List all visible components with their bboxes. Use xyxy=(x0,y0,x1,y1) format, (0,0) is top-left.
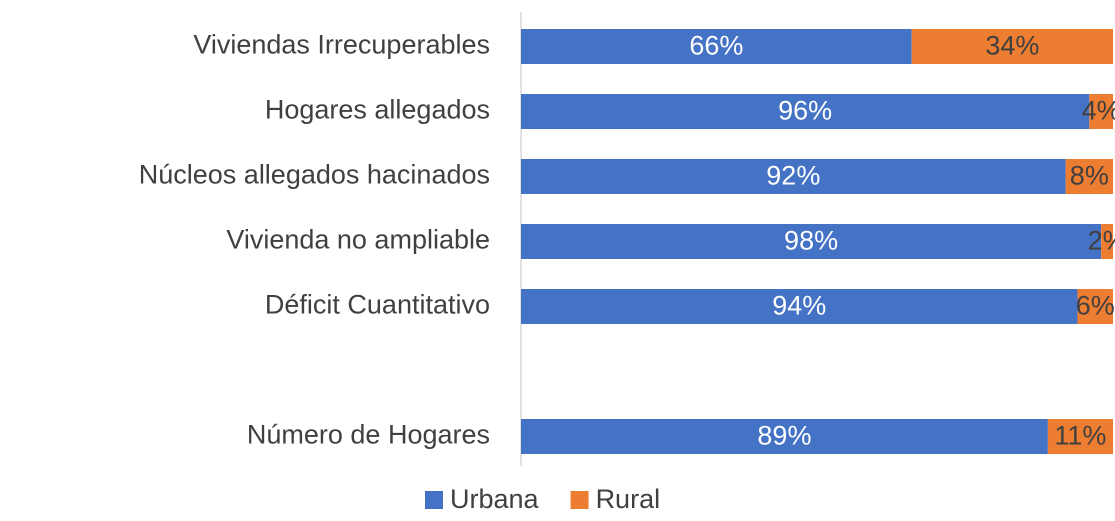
bar-segment xyxy=(521,29,912,64)
y-tick-label: Número de Hogares xyxy=(247,420,490,450)
data-label: 92% xyxy=(766,161,820,191)
data-label: 94% xyxy=(772,291,826,321)
legend-label: Urbana xyxy=(450,484,540,514)
y-tick-label: Núcleos allegados hacinados xyxy=(139,160,490,190)
legend-label: Rural xyxy=(596,484,661,514)
bar-segment xyxy=(521,94,1090,129)
bar-segment xyxy=(1089,94,1113,129)
y-tick-label: Viviendas Irrecuperables xyxy=(193,30,490,60)
data-label: 8% xyxy=(1070,161,1109,191)
data-label: 98% xyxy=(784,226,838,256)
bar-segment xyxy=(521,289,1078,324)
bar-segment xyxy=(1065,159,1113,194)
data-label: 11% xyxy=(1054,421,1106,451)
bar-segment xyxy=(1047,419,1113,454)
bar-segment xyxy=(911,29,1113,64)
bar-segment xyxy=(521,419,1048,454)
data-label: 6% xyxy=(1076,291,1115,321)
legend-swatch xyxy=(425,491,443,509)
y-tick-label: Vivienda no ampliable xyxy=(226,225,490,255)
bar-segment xyxy=(1101,224,1113,259)
data-label: 89% xyxy=(757,421,811,451)
bar-segment xyxy=(1077,289,1113,324)
y-tick-label: Hogares allegados xyxy=(265,95,490,125)
bar-segment xyxy=(521,224,1102,259)
data-label: 66% xyxy=(689,31,743,61)
data-label: 2% xyxy=(1088,226,1115,256)
data-label: 96% xyxy=(778,96,832,126)
bar-segment xyxy=(521,159,1066,194)
y-tick-label: Déficit Cuantitativo xyxy=(265,290,490,320)
legend-swatch xyxy=(570,491,589,509)
data-label: 34% xyxy=(985,31,1039,61)
data-label: 4% xyxy=(1082,96,1115,126)
